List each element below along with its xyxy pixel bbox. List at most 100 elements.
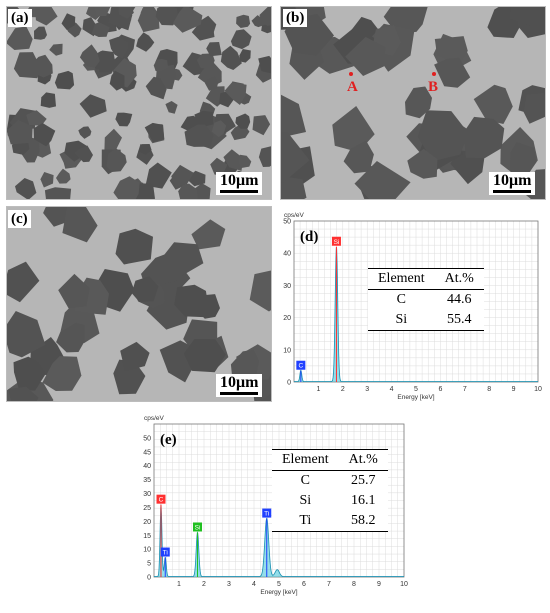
scale-bar-line-b — [493, 190, 532, 193]
sem-grain — [15, 178, 37, 199]
sem-grain — [204, 76, 219, 91]
sem-grain — [115, 112, 133, 127]
sem-grain — [113, 176, 140, 199]
table-header-element: Element — [368, 268, 435, 290]
y-tick-label: 30 — [143, 491, 151, 498]
sem-grain — [230, 29, 252, 50]
sem-grain — [79, 94, 107, 118]
point-marker-b — [432, 72, 436, 76]
sem-grain — [523, 92, 545, 124]
sem-grain — [54, 70, 75, 90]
sem-grain — [259, 7, 271, 26]
sem-grain — [106, 148, 127, 172]
sem-grain — [345, 36, 386, 76]
sem-grain — [145, 162, 172, 189]
composition-table-d: Element At.% C 44.6 Si 55.4 — [368, 268, 484, 331]
sem-grain — [434, 57, 471, 88]
sem-grain — [33, 123, 56, 147]
table-cell: 16.1 — [350, 493, 376, 508]
sem-grain — [172, 7, 203, 33]
sem-grain — [35, 7, 58, 26]
peak-element-label: Ti — [163, 550, 168, 557]
sem-grain — [79, 44, 100, 68]
y-axis-unit: cps/eV — [284, 212, 305, 219]
x-tick-label: 9 — [512, 386, 516, 393]
sem-grain — [13, 356, 46, 391]
sem-grain — [31, 54, 53, 78]
x-tick-label: 10 — [400, 581, 408, 588]
point-label-b: B — [428, 79, 439, 95]
scale-bar-text-b: 10μm — [493, 172, 532, 189]
sem-grain — [238, 154, 252, 169]
scale-bar-text-a: 10μm — [220, 172, 259, 189]
scale-bar-line-c — [220, 392, 259, 395]
x-tick-label: 1 — [316, 386, 320, 393]
x-tick-label: 2 — [202, 581, 206, 588]
sem-grain — [206, 42, 222, 57]
panel-label-b: (b) — [283, 9, 308, 27]
spectrum-line — [154, 504, 404, 577]
y-tick-label: 25 — [143, 505, 151, 512]
sem-grain — [417, 110, 469, 162]
x-tick-label: 6 — [302, 581, 306, 588]
sem-grain — [104, 128, 122, 151]
peak-marker-box — [296, 360, 306, 370]
sem-grain — [42, 356, 82, 391]
peak-element-label: C — [298, 363, 303, 370]
sem-grain — [34, 26, 47, 40]
sem-grain — [195, 15, 217, 36]
y-tick-label: 45 — [143, 449, 151, 456]
sem-grain — [509, 7, 543, 27]
sem-grain — [194, 110, 214, 128]
sem-grain — [58, 273, 90, 309]
sem-grain — [137, 7, 160, 33]
sem-grain — [115, 228, 153, 265]
sem-grain — [155, 7, 179, 26]
sem-grain — [281, 94, 306, 138]
sem-grain — [165, 101, 178, 114]
y-tick-label: 10 — [283, 347, 291, 354]
scale-bar-b: 10μm — [489, 172, 536, 195]
peak-element-label: Ti — [264, 511, 269, 518]
sem-grain — [8, 386, 39, 401]
y-tick-label: 50 — [143, 435, 151, 442]
sem-grain — [220, 45, 242, 70]
sem-grain — [7, 119, 33, 145]
spectrum-line — [294, 247, 538, 382]
x-tick-label: 4 — [252, 581, 256, 588]
panel-label: (d) — [300, 229, 318, 245]
sem-grain — [171, 164, 194, 188]
sem-grain — [7, 311, 46, 358]
scale-bar-c: 10μm — [216, 374, 263, 397]
y-tick-label: 35 — [143, 477, 151, 484]
table-cell: C — [300, 473, 310, 488]
peak-marker-box — [156, 494, 166, 504]
y-tick-label: 20 — [283, 315, 291, 322]
sem-grain — [251, 15, 266, 28]
sem-grain — [252, 115, 271, 136]
x-axis-label: Energy [keV] — [397, 394, 434, 401]
panel-label-c: (c) — [8, 210, 31, 228]
sem-grain — [450, 150, 485, 185]
sem-grain — [230, 349, 260, 380]
sem-grain — [7, 261, 40, 303]
table-row: Ti 58.2 — [272, 511, 388, 532]
scale-bar-line-a — [220, 190, 259, 193]
sem-grain — [162, 242, 204, 279]
x-tick-label: 9 — [377, 581, 381, 588]
y-tick-label: 40 — [143, 463, 151, 470]
sem-grain — [113, 359, 146, 395]
sem-grain — [138, 144, 152, 155]
sem-grain — [407, 148, 438, 179]
sem-grain — [7, 26, 33, 50]
scale-bar-a: 10μm — [216, 172, 263, 195]
table-cell: 58.2 — [338, 511, 388, 532]
sem-grain — [109, 70, 125, 91]
sem-grain — [145, 76, 167, 100]
sem-grain — [109, 36, 128, 59]
sem-grain — [184, 124, 214, 147]
table-cell: Ti — [272, 511, 339, 532]
panel-label: (e) — [160, 432, 177, 448]
panel-e: cps/eV 0 5 10 15 20 25 30 35 40 45 50 1 2 3 4 5 6 7 8 9 10 Ene… — [132, 412, 412, 608]
y-tick-label: 40 — [283, 251, 291, 258]
